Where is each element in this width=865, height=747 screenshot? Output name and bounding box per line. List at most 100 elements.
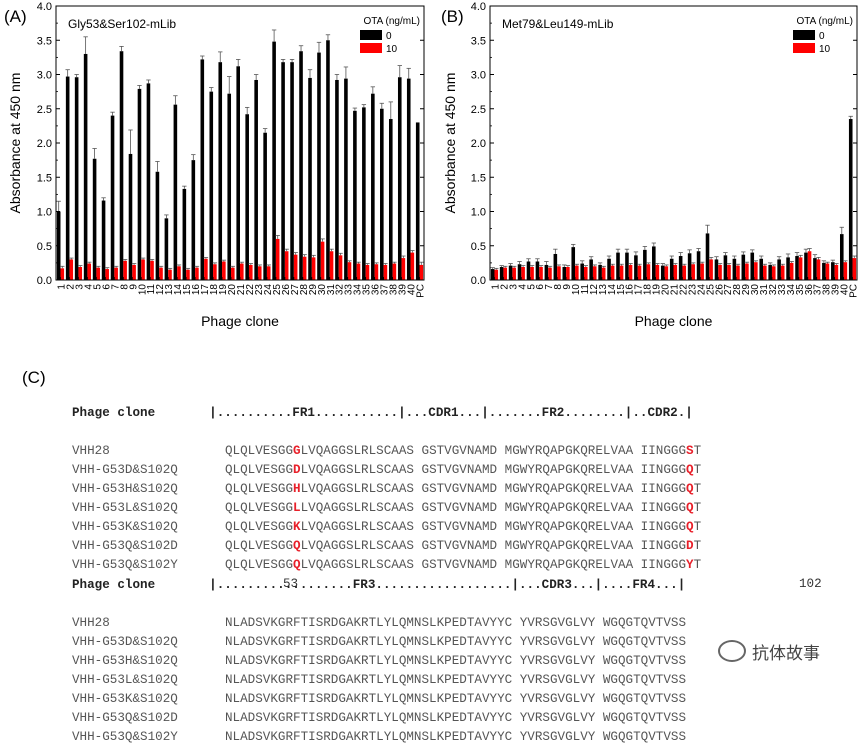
x-tick-label: 22: [245, 284, 256, 296]
clone-name: VHH28: [72, 444, 110, 458]
x-tick-label: 26: [714, 284, 725, 296]
x-tick-label: 4: [83, 284, 94, 290]
x-tick-label: 23: [254, 284, 265, 296]
x-tick-label: 11: [580, 284, 591, 295]
x-tick-label: 40: [407, 284, 418, 296]
bar-series-10: [691, 264, 695, 280]
bar-series-10: [557, 266, 561, 280]
sequence-segment: QLQLVESGG: [225, 444, 294, 458]
bar-series-0: [607, 258, 611, 280]
bar-series-0: [245, 114, 249, 280]
bar-series-10: [539, 266, 543, 280]
bar-series-0: [848, 119, 853, 281]
bar-series-0: [272, 41, 276, 281]
sequence-row: VHH28 NLADSVKGRFTISRDGAKRTLYLQMNSLKPEDTAV…: [72, 614, 686, 633]
x-tick-label: 20: [661, 284, 672, 296]
x-tick-label: 20: [227, 284, 238, 296]
sequence-segment: LVQAGGSLRLSCAAS GSTVGVNAMD MGWYRQAPGKQRE…: [300, 520, 687, 534]
x-tick-label: 5: [526, 284, 537, 290]
x-tick-label: 2: [499, 284, 510, 290]
bar-series-0: [182, 188, 187, 280]
chart-panel-b: (B) Met79&Leu149-mLib 0.0 0.5 1.0 1.5 2.0 2.5 3.…: [441, 1, 860, 329]
bar-series-10: [69, 259, 74, 280]
x-tick-label: 33: [344, 284, 355, 296]
bar-series-10: [204, 258, 208, 280]
y-tick-label: 1.0: [37, 207, 52, 219]
x-tick-label: 38: [822, 284, 833, 296]
mutation-residue-53: K: [293, 520, 301, 534]
sequence-row: VHH-G53D&S102Q NLADSVKGRFTISRDGAKRTLYLQMN…: [72, 633, 686, 652]
x-tick-label: 39: [831, 284, 842, 296]
bar-series-0: [74, 77, 79, 281]
bar-series-10: [548, 267, 552, 280]
x-tick-label: 35: [362, 284, 373, 296]
bar-series-0: [388, 119, 393, 281]
legend-title: OTA (ng/mL): [797, 16, 854, 27]
bar-series-10: [673, 264, 678, 280]
bar-series-10: [392, 263, 397, 280]
x-tick-label: 4: [517, 284, 528, 290]
x-tick-label: 1: [56, 284, 67, 290]
bar-series-0: [517, 264, 522, 280]
sequence-segment: NLADSVKGRFTISRDGAKRTLYLQMNSLKPEDTAVYYC Y…: [225, 692, 687, 706]
x-tick-label: 36: [371, 284, 382, 296]
bar-series-10: [60, 268, 65, 280]
mutation-residue-102: Q: [686, 463, 694, 477]
bar-series-0: [643, 249, 647, 280]
x-tick-label: 10: [571, 284, 582, 296]
x-tick-label: 2: [65, 284, 76, 290]
y-axis-label: Absorbance at 450 nm: [7, 73, 23, 214]
bar-series-10: [745, 263, 749, 280]
x-tick-label: 34: [786, 284, 797, 296]
bar-series-10: [195, 267, 199, 280]
x-tick-label: 39: [398, 284, 409, 296]
x-axis-label: Phage clone: [201, 313, 279, 329]
bar-series-0: [571, 247, 576, 280]
bar-series-0: [344, 78, 348, 280]
bar-series-0: [200, 59, 205, 281]
bar-series-0: [553, 253, 558, 280]
bar-series-0: [263, 132, 267, 280]
sequence-row: VHH-G53H&S102Q QLQLVESGGHLVQAGGSLRLSCAAS …: [72, 480, 701, 499]
bar-series-10: [530, 266, 534, 280]
x-tick-label: 36: [804, 284, 815, 296]
y-tick-label: 0.5: [471, 241, 486, 253]
x-tick-label: 7: [544, 284, 555, 290]
clone-name: VHH-G53D&S102Q: [72, 463, 178, 477]
bar-series-10: [284, 251, 289, 280]
sequence-row: VHH-G53Q&S102Y QLQLVESGGQLVQAGGSLRLSCAAS …: [72, 556, 701, 575]
bar-series-10: [248, 264, 253, 280]
x-tick-label: 1: [490, 284, 501, 290]
bar-series-0: [362, 107, 366, 280]
sequence-block-1: Phage clone |..........FR1...........|...…: [72, 366, 822, 594]
sequence-segment: NLADSVKGRFTISRDGAKRTLYLQMNSLKPEDTAVYYC Y…: [225, 730, 687, 744]
sequence-row: VHH-G53L&S102Q QLQLVESGGLLVQAGGSLRLSCAAS …: [72, 499, 701, 518]
wechat-icon: [718, 640, 746, 662]
clone-name: VHH-G53H&S102Q: [72, 482, 178, 496]
x-tick-label: 13: [598, 284, 609, 296]
bar-series-10: [825, 263, 830, 280]
bar-series-10: [96, 267, 100, 280]
bar-series-0: [705, 233, 710, 280]
chart-title: Gly53&Ser102-mLib: [68, 17, 176, 31]
bar-series-10: [682, 265, 687, 280]
bar-series-0: [678, 256, 683, 280]
bar-series-10: [709, 259, 713, 280]
bar-series-10: [503, 267, 508, 280]
bar-series-10: [257, 266, 262, 280]
x-tick-label: 25: [705, 284, 716, 296]
x-tick-label: 17: [200, 284, 211, 296]
sequence-block-2: Phage clone |..................FR3.......…: [72, 538, 686, 747]
y-tick-label: 3.5: [37, 35, 52, 47]
bar-series-0: [110, 115, 115, 280]
bar-series-0: [535, 261, 540, 280]
bar-series-10: [123, 260, 127, 280]
bar-series-10: [601, 267, 606, 280]
bar-series-0: [326, 40, 330, 280]
bar-series-0: [209, 91, 214, 280]
block1-header-regions: |..........FR1...........|...CDR1...|...…: [209, 406, 693, 420]
bar-series-0: [562, 266, 567, 280]
bar-series-10: [132, 264, 136, 280]
bar-series-10: [852, 258, 857, 280]
x-tick-label: 37: [813, 284, 824, 296]
